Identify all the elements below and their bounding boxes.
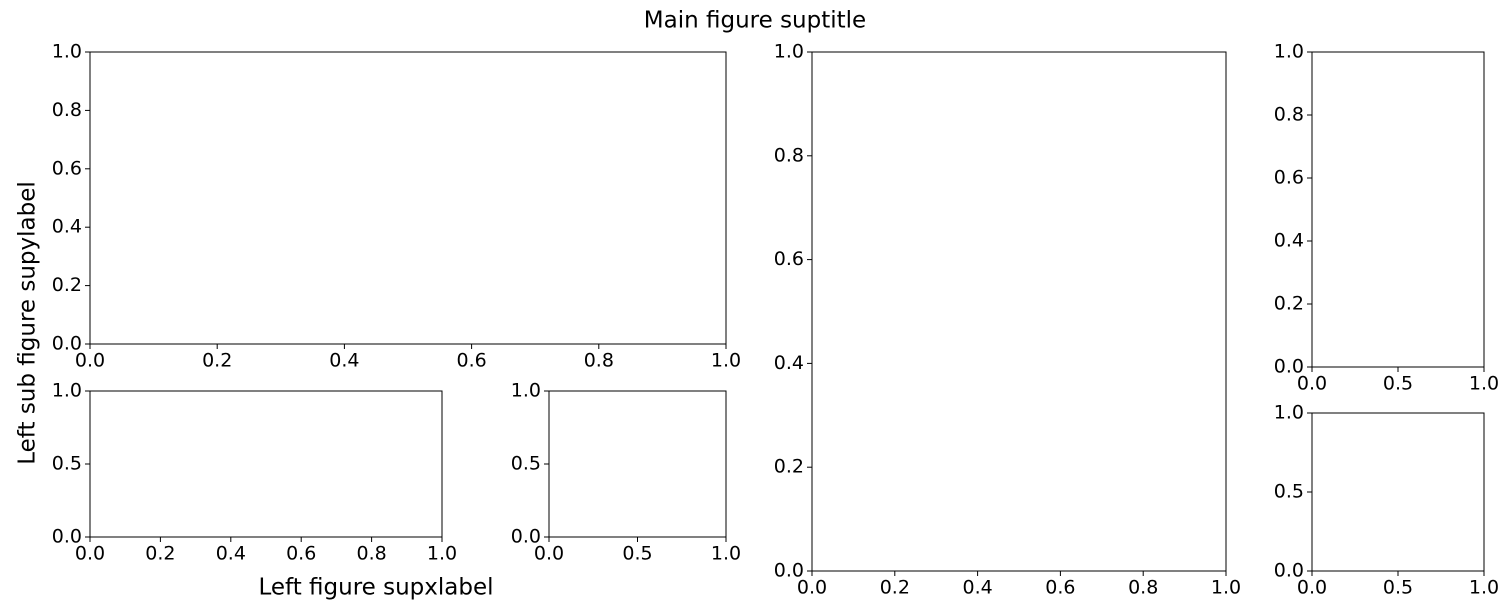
y-tick-label: 0.4 <box>774 352 804 374</box>
x-tick-label: 0.5 <box>1383 577 1413 599</box>
y-tick-label: 0.2 <box>52 274 82 296</box>
y-tick-label: 0.6 <box>1274 167 1304 189</box>
y-tick-label: 0.0 <box>774 560 804 582</box>
x-tick-label: 0.6 <box>1045 577 1075 599</box>
y-tick-label: 1.0 <box>511 380 541 402</box>
x-tick-label: 0.6 <box>456 350 486 372</box>
axes-frame <box>89 51 727 345</box>
y-tick-label: 0.4 <box>52 216 82 238</box>
x-tick-label: 1.0 <box>1469 577 1499 599</box>
x-tick-label: 0.5 <box>1383 373 1413 395</box>
axes-frame <box>1311 412 1485 572</box>
x-tick-label: 1.0 <box>427 543 457 565</box>
y-tick-label: 0.6 <box>774 248 804 270</box>
y-tick-label: 0.8 <box>52 99 82 121</box>
x-tick-label: 1.0 <box>1211 577 1241 599</box>
x-tick-label: 0.8 <box>356 543 386 565</box>
x-tick-label: 0.0 <box>797 577 827 599</box>
y-tick-label: 0.8 <box>774 144 804 166</box>
y-tick-label: 0.5 <box>511 453 541 475</box>
axes-frame <box>89 390 443 538</box>
y-tick-label: 1.0 <box>52 41 82 63</box>
x-tick-label: 0.4 <box>329 350 359 372</box>
y-tick-label: 0.8 <box>1274 104 1304 126</box>
x-tick-label: 0.8 <box>1128 577 1158 599</box>
y-tick-label: 0.2 <box>774 456 804 478</box>
y-tick-label: 0.6 <box>52 157 82 179</box>
x-tick-label: 0.0 <box>75 350 105 372</box>
y-tick-label: 0.0 <box>52 333 82 355</box>
x-tick-label: 0.2 <box>145 543 175 565</box>
y-tick-label: 1.0 <box>1274 402 1304 424</box>
x-tick-label: 0.4 <box>216 543 246 565</box>
x-tick-label: 0.2 <box>202 350 232 372</box>
y-tick-label: 0.5 <box>1274 481 1304 503</box>
y-tick-label: 0.4 <box>1274 230 1304 252</box>
x-tick-label: 1.0 <box>711 350 741 372</box>
x-tick-label: 0.0 <box>75 543 105 565</box>
suptitle: Main figure suptitle <box>644 8 866 34</box>
y-tick-label: 0.0 <box>1274 356 1304 378</box>
x-tick-label: 0.5 <box>622 543 652 565</box>
y-tick-label: 1.0 <box>774 41 804 63</box>
x-tick-label: 1.0 <box>711 543 741 565</box>
x-tick-label: 0.4 <box>962 577 992 599</box>
x-tick-label: 0.0 <box>1297 577 1327 599</box>
axes-frame <box>811 51 1227 572</box>
supylabel: Left sub figure supylabel <box>15 181 41 465</box>
x-tick-label: 0.2 <box>880 577 910 599</box>
x-tick-label: 0.0 <box>534 543 564 565</box>
y-tick-label: 0.5 <box>52 453 82 475</box>
supxlabel: Left figure supxlabel <box>258 575 493 601</box>
y-tick-label: 0.0 <box>511 526 541 548</box>
x-tick-label: 0.6 <box>286 543 316 565</box>
x-tick-label: 0.8 <box>584 350 614 372</box>
x-tick-label: 0.0 <box>1297 373 1327 395</box>
y-tick-label: 1.0 <box>52 380 82 402</box>
y-tick-label: 1.0 <box>1274 41 1304 63</box>
y-tick-label: 0.0 <box>1274 560 1304 582</box>
y-tick-label: 0.0 <box>52 526 82 548</box>
axes-frame <box>548 390 727 538</box>
x-tick-label: 1.0 <box>1469 373 1499 395</box>
y-tick-label: 0.2 <box>1274 293 1304 315</box>
axes-frame <box>1311 51 1485 368</box>
